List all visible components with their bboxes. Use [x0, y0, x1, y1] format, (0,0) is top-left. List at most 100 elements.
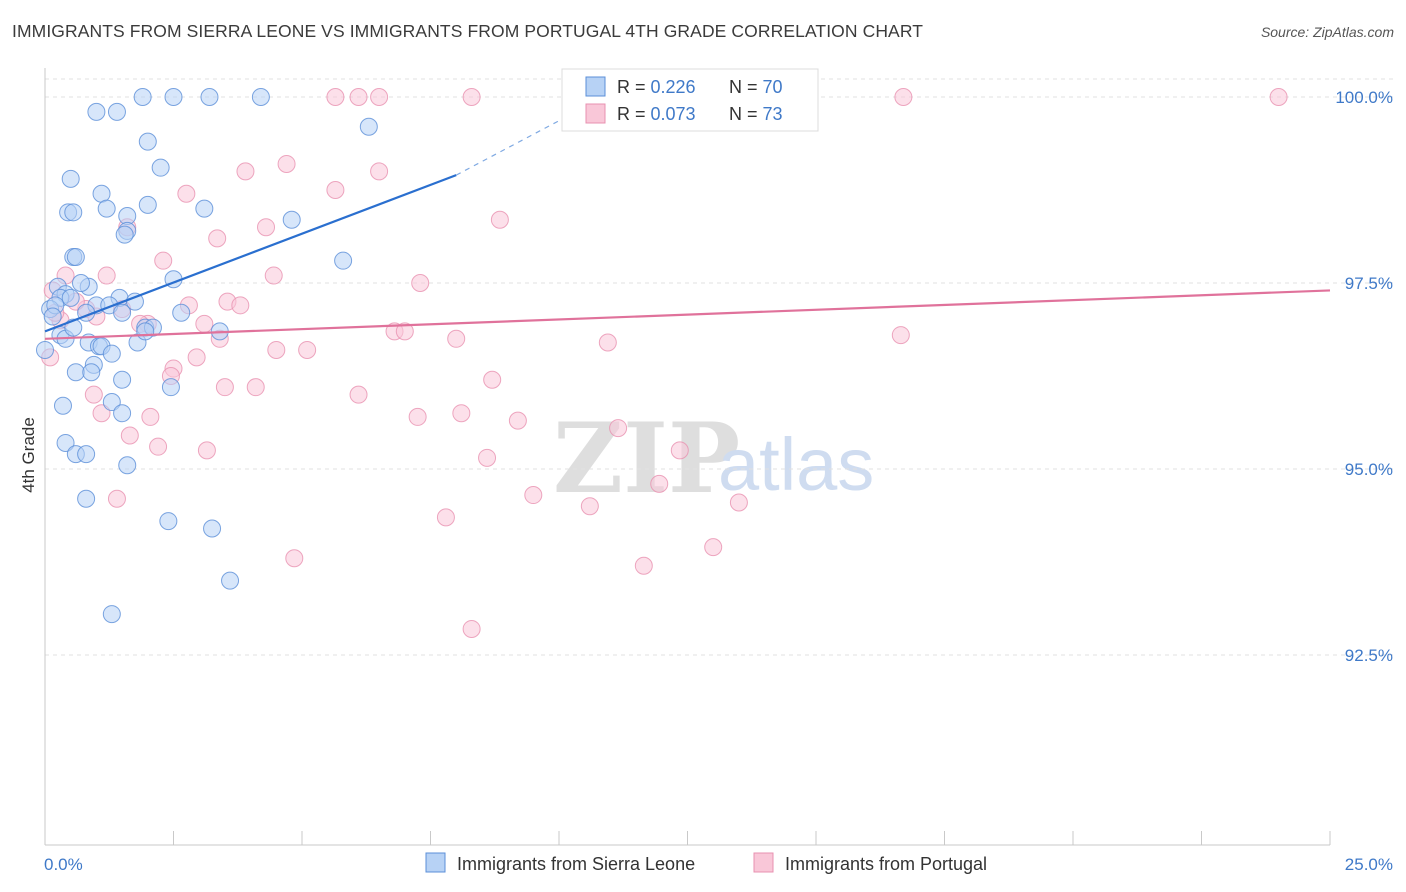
- sierra-leone-point: [71, 274, 90, 292]
- portugal-points: [41, 88, 1288, 638]
- portugal-point: [107, 489, 126, 508]
- sierra-leone-point: [159, 512, 178, 531]
- portugal-point: [891, 326, 910, 345]
- portugal-point: [478, 448, 497, 467]
- legend-swatch-blue: [585, 76, 606, 97]
- y-tick-label: 100.0%: [1335, 88, 1393, 107]
- portugal-point: [436, 508, 455, 527]
- portugal-point: [231, 296, 250, 315]
- portugal-point: [246, 378, 265, 397]
- sierra-leone-point: [113, 370, 132, 389]
- portugal-point: [257, 218, 276, 237]
- portugal-point: [483, 370, 502, 389]
- sierra-leone-point: [77, 445, 96, 464]
- sierra-leone-point: [138, 195, 157, 214]
- sierra-leone-point: [102, 605, 121, 624]
- y-tick-labels: 92.5% 95.0% 97.5% 100.0%: [1335, 88, 1393, 665]
- sierra-leone-point: [195, 199, 214, 218]
- sierra-leone-point: [97, 199, 116, 218]
- watermark-atlas: atlas: [718, 423, 874, 506]
- portugal-point: [326, 181, 345, 199]
- portugal-point: [141, 407, 160, 426]
- sierra-leone-point: [125, 292, 144, 311]
- portugal-point: [411, 274, 430, 292]
- portugal-point: [634, 556, 653, 575]
- sierra-leone-point: [113, 303, 132, 322]
- legend-r-label-1: R =: [617, 77, 651, 97]
- sierra-leone-point: [36, 340, 54, 359]
- portugal-point: [195, 314, 214, 333]
- portugal-point: [349, 385, 368, 404]
- portugal-point: [447, 329, 466, 348]
- portugal-point: [370, 162, 389, 181]
- portugal-point: [452, 404, 471, 423]
- sierra-leone-point: [133, 88, 152, 106]
- portugal-point: [462, 619, 481, 638]
- portugal-point: [729, 493, 748, 512]
- x-tick-labels: 0.0% 25.0%: [44, 855, 1393, 874]
- portugal-point: [149, 437, 168, 456]
- portugal-point: [598, 333, 617, 352]
- chart-title: IMMIGRANTS FROM SIERRA LEONE VS IMMIGRAN…: [12, 21, 924, 41]
- portugal-point: [120, 426, 139, 445]
- legend-r-value-2: 0.073: [651, 104, 696, 124]
- sierra-leone-point: [200, 88, 219, 106]
- sierra-leone-point: [53, 396, 72, 415]
- portugal-point: [154, 251, 173, 270]
- sierra-leone-point: [43, 307, 62, 326]
- portugal-point: [408, 407, 427, 426]
- legend-n-value-1: 70: [763, 77, 783, 97]
- sierra-leone-point: [102, 344, 121, 363]
- portugal-point: [490, 210, 509, 229]
- sierra-leone-point: [115, 225, 134, 244]
- sierra-leone-point: [87, 102, 106, 121]
- portugal-point: [894, 88, 913, 106]
- bottom-legend: Immigrants from Sierra Leone Immigrants …: [425, 852, 987, 874]
- sierra-leone-trend-line: [44, 174, 457, 333]
- legend-n-1: N = 70: [729, 77, 783, 97]
- legend-r-value-1: 0.226: [651, 77, 696, 97]
- portugal-point: [580, 497, 599, 516]
- bottom-legend-label-blue: Immigrants from Sierra Leone: [457, 854, 695, 874]
- portugal-point: [1269, 88, 1288, 106]
- sierra-leone-point: [221, 571, 240, 590]
- legend-n-label-1: N =: [729, 77, 763, 97]
- sierra-leone-point: [172, 303, 191, 322]
- portugal-point: [298, 340, 317, 359]
- sierra-leone-point: [334, 251, 353, 270]
- x-tick-label: 25.0%: [1345, 855, 1393, 874]
- sierra-leone-point: [66, 363, 85, 382]
- portugal-point: [609, 419, 628, 438]
- watermark: ZIP atlas: [553, 402, 874, 515]
- x-tick-label: 0.0%: [44, 855, 83, 874]
- portugal-point: [97, 266, 116, 285]
- sierra-leone-point: [64, 203, 83, 222]
- y-tick-label: 97.5%: [1345, 274, 1393, 293]
- portugal-point: [215, 378, 234, 397]
- sierra-leone-point: [113, 404, 132, 423]
- sierra-leone-point: [118, 456, 137, 475]
- sierra-leone-point: [138, 132, 157, 151]
- sierra-leone-point: [77, 489, 96, 508]
- portugal-point: [650, 474, 669, 493]
- portugal-point: [349, 88, 368, 106]
- portugal-point: [197, 441, 216, 460]
- sierra-leone-point: [161, 378, 180, 397]
- portugal-point: [177, 184, 196, 203]
- portugal-point: [704, 538, 723, 557]
- portugal-point: [524, 486, 543, 505]
- portugal-point: [84, 385, 103, 404]
- watermark-zip: ZIP: [553, 402, 740, 515]
- sierra-leone-point: [136, 322, 155, 341]
- sierra-leone-point: [359, 117, 378, 136]
- legend-r-label-2: R =: [617, 104, 651, 124]
- sierra-leone-point: [66, 247, 85, 266]
- axes: [44, 68, 1331, 846]
- legend-n-value-2: 73: [763, 104, 783, 124]
- sierra-leone-point: [107, 102, 126, 121]
- sierra-leone-point: [82, 363, 101, 382]
- legend-row-1: R = 0.226: [617, 77, 696, 97]
- portugal-point: [236, 162, 255, 181]
- sierra-leone-point: [61, 169, 80, 188]
